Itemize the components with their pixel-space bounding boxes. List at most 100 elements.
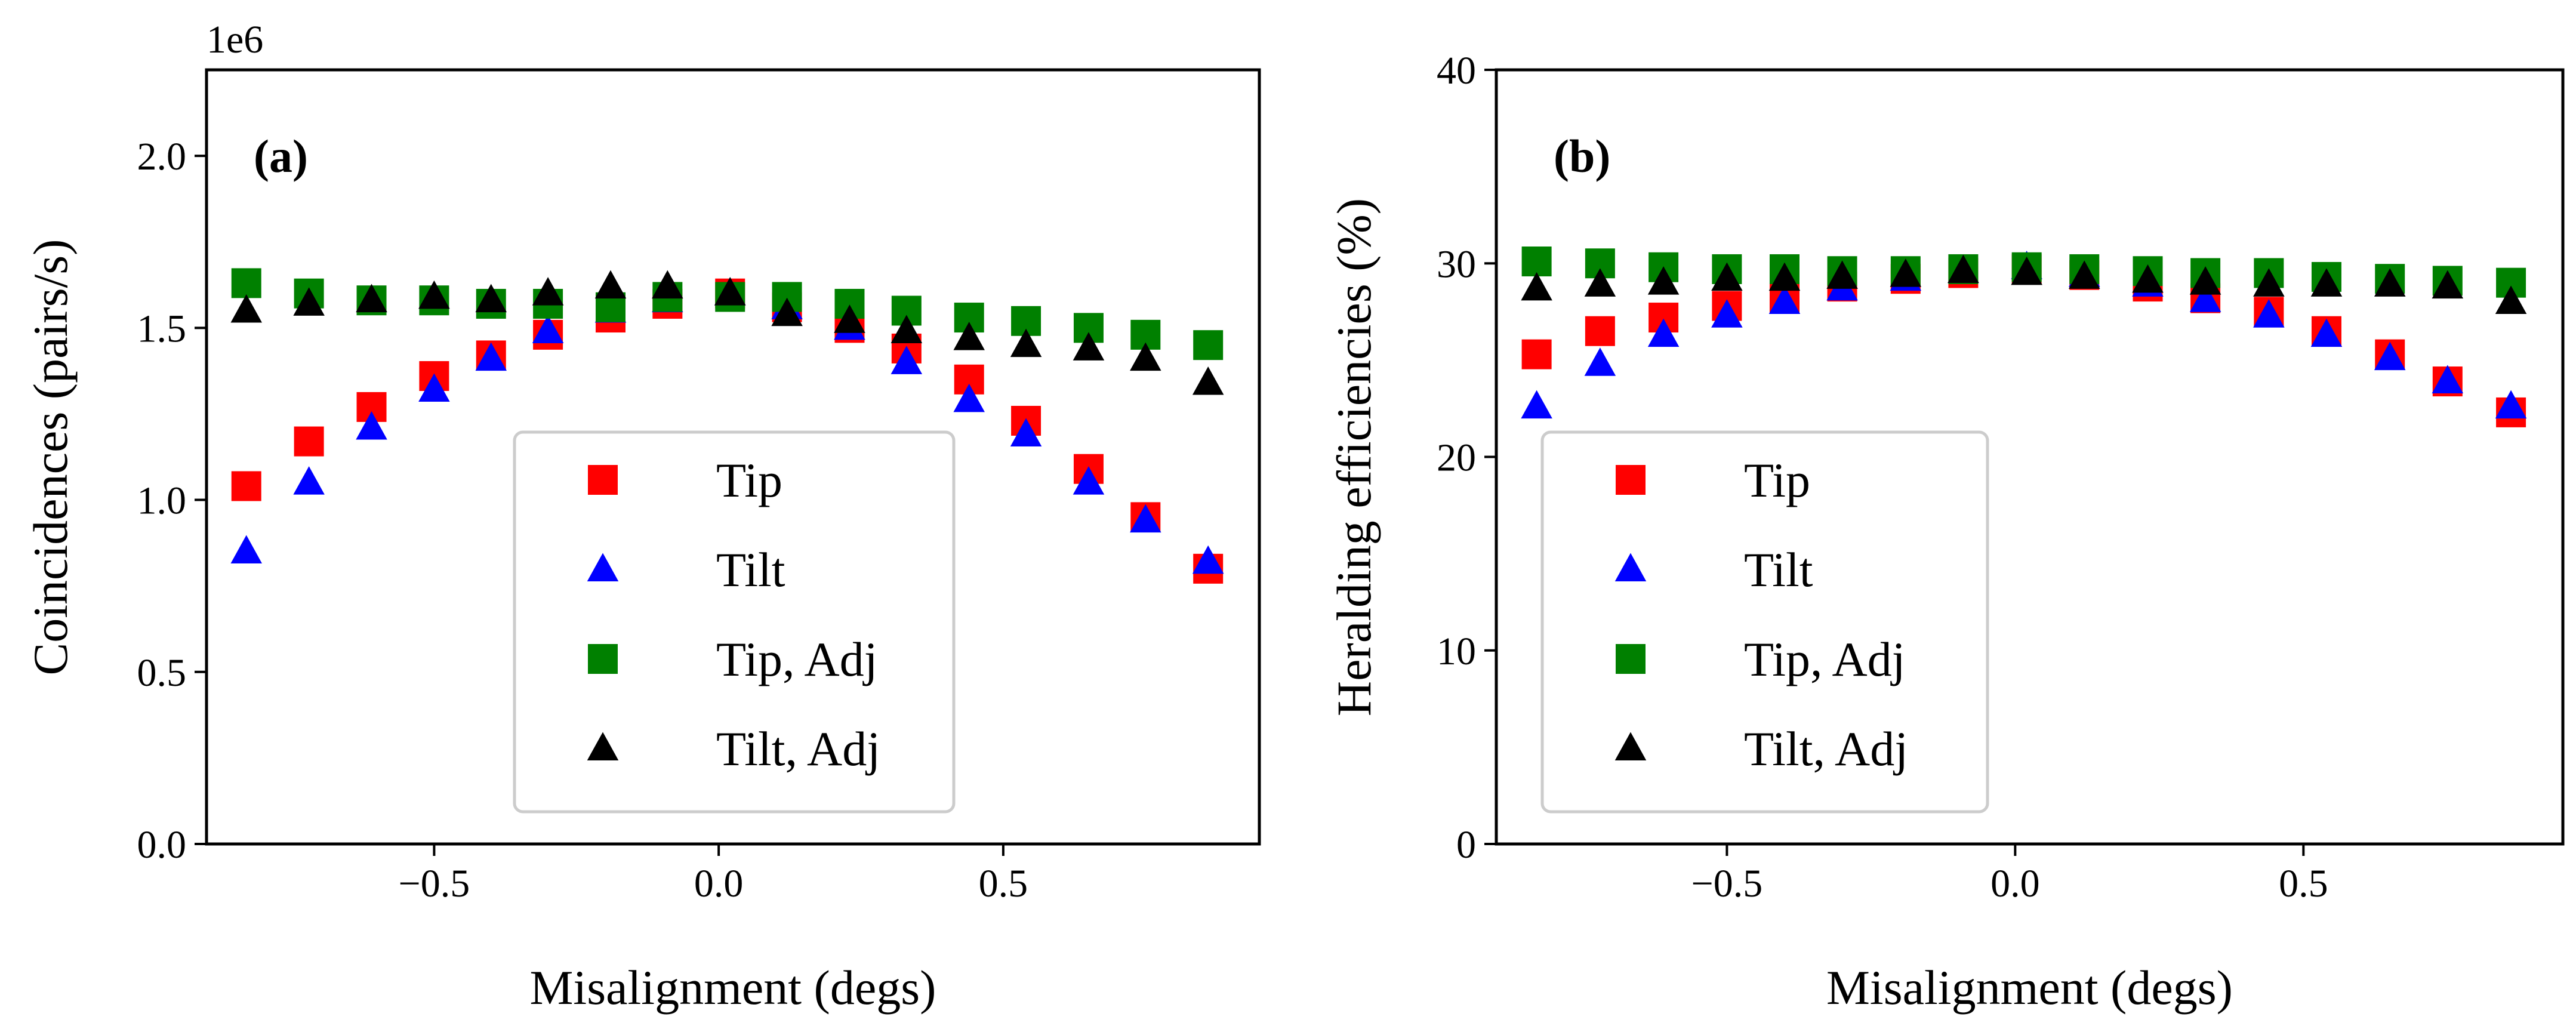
y-axis-label: Heralding efficiencies (%) — [1327, 198, 1381, 716]
data-point — [2011, 256, 2042, 285]
legend-marker — [588, 465, 618, 495]
data-point — [418, 373, 450, 402]
panel-b-heralding-efficiencies: −0.5 0.0 0.5 0 10 20 30 40 Misalignment (degs) He… — [1327, 49, 2565, 1015]
data-point — [2432, 270, 2464, 299]
axes-frame — [205, 68, 1261, 846]
data-point — [1521, 339, 1552, 369]
x-tick-label: −0.5 — [1691, 862, 1763, 905]
legend-entry: Tilt, Adj — [1614, 722, 1908, 776]
data-point — [714, 277, 746, 306]
data-point — [2495, 285, 2527, 315]
data-point — [1948, 254, 1979, 284]
y-tick-label: 30 — [1437, 242, 1476, 286]
data-point — [475, 342, 507, 371]
legend-label: Tip, Adj — [716, 632, 877, 686]
data-point — [1192, 366, 1224, 395]
data-point — [1768, 285, 1801, 315]
y-tick-label: 0.0 — [137, 823, 187, 867]
data-point — [953, 322, 985, 350]
data-point — [1073, 332, 1105, 361]
legend-marker — [587, 732, 619, 760]
data-point — [2189, 266, 2221, 295]
y-tick-label: 2.0 — [137, 135, 187, 178]
data-point — [1010, 418, 1042, 446]
data-point — [890, 315, 923, 344]
panel-label: (a) — [254, 130, 308, 182]
series-tilt-adj — [230, 270, 1224, 395]
y-tick-label: 40 — [1437, 49, 1476, 93]
y-tick-label: 0 — [1456, 823, 1476, 867]
data-point — [1521, 272, 1552, 301]
legend-frame — [1540, 430, 1989, 814]
legend-marker — [587, 553, 619, 581]
x-tick-label: 0.5 — [2279, 862, 2328, 905]
legend-entry: Tilt, Adj — [587, 722, 880, 776]
data-point — [953, 383, 985, 412]
data-point — [1826, 260, 1858, 289]
data-point — [231, 268, 261, 298]
y-tick-label: 20 — [1437, 436, 1476, 480]
data-point — [2189, 284, 2221, 312]
data-point — [532, 277, 564, 306]
legend-label: Tip, Adj — [1744, 632, 1905, 686]
data-point — [1073, 466, 1105, 495]
data-point — [532, 315, 564, 344]
data-point — [293, 287, 325, 316]
y-axis-label: Coincidences (pairs/s) — [23, 239, 78, 676]
legend-marker — [1616, 465, 1646, 495]
data-point — [356, 284, 387, 313]
data-point — [2132, 264, 2164, 293]
legend-label: Tip — [1744, 453, 1810, 507]
data-point — [1890, 258, 1922, 287]
legend-marker — [588, 644, 618, 674]
data-point — [294, 426, 324, 457]
data-point — [2374, 341, 2406, 371]
data-point — [771, 297, 803, 326]
x-tick-label: 0.0 — [694, 862, 744, 905]
data-point — [2310, 318, 2343, 347]
legend-label: Tilt — [716, 543, 785, 597]
data-point — [1768, 262, 1801, 291]
data-point — [2310, 268, 2343, 297]
data-point — [230, 535, 262, 563]
data-point — [1130, 504, 1161, 533]
x-axis-label: Misalignment (degs) — [530, 960, 936, 1015]
data-point — [1647, 266, 1680, 295]
legend-entry: Tip — [1616, 453, 1810, 507]
data-point — [2069, 260, 2100, 289]
legend: Tip Tilt Tip, Adj Tilt, Adj — [1540, 430, 1989, 814]
data-point — [1584, 347, 1616, 376]
data-point — [890, 346, 923, 374]
x-tick-label: 0.0 — [1990, 862, 2040, 905]
panel-label: (b) — [1554, 130, 1610, 182]
data-point — [356, 411, 387, 440]
legend-marker — [1614, 553, 1647, 581]
y-tick-label: 10 — [1437, 630, 1476, 673]
legend-entry: Tip, Adj — [588, 632, 877, 686]
x-tick-label: 0.5 — [979, 862, 1028, 905]
y-tick-label: 1.5 — [137, 307, 187, 350]
data-point — [1521, 247, 1552, 277]
data-point — [2253, 268, 2285, 297]
x-axis-label: Misalignment (degs) — [1826, 960, 2233, 1015]
data-point — [1010, 328, 1042, 358]
data-point — [293, 466, 325, 495]
legend-entry: Tilt — [587, 543, 785, 597]
legend-marker — [1616, 644, 1646, 674]
data-point — [1521, 390, 1552, 419]
data-point — [230, 294, 262, 323]
panel-a-coincidences: −0.5 0.0 0.5 0.0 0.5 1.0 1.5 2.0 Misalignment (d… — [23, 18, 1261, 1015]
data-point — [2432, 365, 2464, 393]
legend-label: Tilt, Adj — [1744, 722, 1908, 776]
data-point — [2253, 299, 2285, 328]
series-tip-adj — [231, 268, 1224, 361]
legend-label: Tip — [716, 453, 782, 507]
data-point — [594, 270, 627, 299]
legend-entry: Tilt — [1614, 543, 1813, 597]
data-point — [1711, 299, 1743, 328]
data-point — [1192, 545, 1224, 574]
data-point — [652, 270, 683, 299]
data-point — [1647, 318, 1680, 347]
y-tick-label: 0.5 — [137, 651, 187, 695]
